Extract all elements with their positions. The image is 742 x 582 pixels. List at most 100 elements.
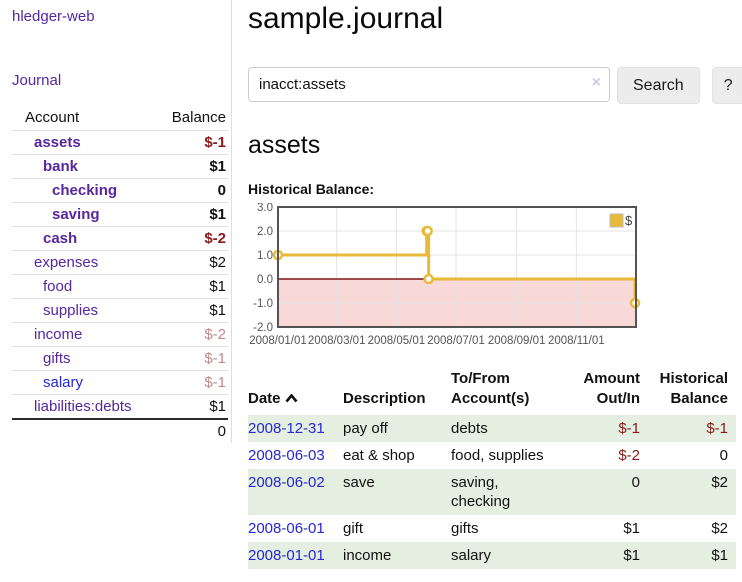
- register-table: Date Description To/From Account(s) Amou…: [248, 367, 736, 569]
- accounts-total-balance: 0: [158, 418, 228, 443]
- svg-text:3.0: 3.0: [257, 203, 273, 214]
- transaction-accounts: food, supplies: [451, 447, 544, 464]
- account-row: gifts $-1: [12, 346, 228, 371]
- transaction-accounts: saving, checking: [451, 474, 511, 510]
- sidebar-account-link[interactable]: assets: [34, 134, 81, 151]
- transaction-date-link[interactable]: 2008-12-31: [248, 420, 325, 437]
- transaction-balance: $2: [711, 520, 728, 537]
- sort-ascending-icon: [285, 389, 298, 409]
- svg-text:2008/03/01: 2008/03/01: [308, 335, 366, 347]
- register-header-balance: Historical Balance: [659, 370, 728, 407]
- register-row: 2008-01-01 income salary $1 $1: [248, 542, 736, 569]
- account-balance: $1: [158, 274, 228, 299]
- register-row: 2008-12-31 pay off debts $-1 $-1: [248, 415, 736, 442]
- transaction-date-link[interactable]: 2008-06-02: [248, 474, 325, 491]
- search-button[interactable]: Search: [617, 67, 700, 104]
- transaction-description: eat & shop: [343, 447, 415, 464]
- register-header-date[interactable]: Date: [248, 367, 343, 415]
- account-row: food $1: [12, 274, 228, 299]
- sidebar-account-link[interactable]: checking: [52, 182, 118, 199]
- sidebar-account-link[interactable]: expenses: [34, 254, 99, 271]
- transaction-accounts: salary: [451, 547, 492, 564]
- transaction-description: pay off: [343, 420, 388, 437]
- register-row: 2008-06-01 gift gifts $1 $2: [248, 515, 736, 542]
- accounts-total-row: 0: [12, 418, 228, 443]
- transaction-balance: $1: [711, 547, 728, 564]
- account-row: income $-2: [12, 322, 228, 347]
- account-row: liabilities:debts $1: [12, 394, 228, 419]
- account-balance: 0: [158, 178, 228, 203]
- account-row: bank $1: [12, 154, 228, 179]
- transaction-amount: 0: [631, 474, 640, 491]
- register-header-description: Description: [343, 390, 426, 407]
- app-root: hledger-web Journal Account Balance asse…: [0, 0, 742, 569]
- transaction-amount: $1: [623, 547, 640, 564]
- svg-text:-2.0: -2.0: [253, 322, 273, 334]
- transaction-amount: $1: [623, 520, 640, 537]
- account-balance: $1: [158, 154, 228, 179]
- account-balance: $-2: [158, 322, 228, 347]
- svg-text:2008/05/01: 2008/05/01: [368, 335, 426, 347]
- account-balance: $-1: [158, 370, 228, 395]
- register-row: 2008-06-03 eat & shop food, supplies $-2 0: [248, 442, 736, 469]
- svg-text:0.0: 0.0: [257, 274, 273, 286]
- transaction-balance: $2: [711, 474, 728, 491]
- svg-text:2008/07/01: 2008/07/01: [427, 335, 485, 347]
- svg-text:2.0: 2.0: [257, 226, 273, 238]
- accounts-header-account: Account: [25, 109, 80, 126]
- transaction-date-link[interactable]: 2008-01-01: [248, 547, 325, 564]
- svg-text:-1.0: -1.0: [253, 298, 273, 310]
- transaction-description: save: [343, 474, 375, 491]
- account-balance: $-1: [158, 346, 228, 371]
- svg-text:2008/09/01: 2008/09/01: [488, 335, 546, 347]
- sidebar-account-link[interactable]: salary: [43, 374, 84, 391]
- sidebar-account-link[interactable]: gifts: [43, 350, 71, 367]
- account-row: cash $-2: [12, 226, 228, 251]
- chart-title: Historical Balance:: [248, 181, 375, 197]
- transaction-balance: 0: [719, 447, 728, 464]
- register-header-amount: Amount Out/In: [583, 370, 640, 407]
- svg-text:1.0: 1.0: [257, 250, 273, 262]
- register-header-accounts: To/From Account(s): [451, 370, 530, 407]
- transaction-date-link[interactable]: 2008-06-01: [248, 520, 325, 537]
- account-balance: $1: [158, 298, 228, 323]
- transaction-description: gift: [343, 520, 364, 537]
- sidebar-item-journal[interactable]: Journal: [12, 72, 62, 89]
- register-header-date-label: Date: [248, 390, 281, 407]
- account-balance: $-1: [158, 130, 228, 155]
- account-row: assets $-1: [12, 130, 228, 155]
- accounts-header-row: Account Balance: [12, 106, 228, 131]
- account-row: saving $1: [12, 202, 228, 227]
- transaction-description: income: [343, 547, 392, 564]
- app-title-link[interactable]: hledger-web: [12, 8, 95, 25]
- accounts-header-balance: Balance: [171, 109, 226, 126]
- account-row: checking 0: [12, 178, 228, 203]
- account-balance: $1: [158, 202, 228, 227]
- account-row: salary $-1: [12, 370, 228, 395]
- transaction-amount: $-1: [618, 420, 640, 437]
- sidebar: hledger-web Journal Account Balance asse…: [0, 0, 232, 443]
- register-row: 2008-06-02 save saving, checking 0 $2: [248, 469, 736, 515]
- sidebar-account-link[interactable]: bank: [43, 158, 79, 175]
- search-form: × Search ?: [248, 67, 742, 104]
- transaction-accounts: gifts: [451, 520, 479, 537]
- sidebar-account-link[interactable]: income: [34, 326, 83, 343]
- sidebar-account-link[interactable]: liabilities:debts: [34, 398, 132, 415]
- search-box: ×: [248, 67, 610, 104]
- sidebar-account-link[interactable]: saving: [52, 206, 100, 223]
- sidebar-account-link[interactable]: cash: [43, 230, 78, 247]
- svg-text:$: $: [625, 213, 633, 228]
- account-row: expenses $2: [12, 250, 228, 275]
- account-balance: $1: [158, 394, 228, 419]
- account-balance: $2: [158, 250, 228, 275]
- transaction-date-link[interactable]: 2008-06-03: [248, 447, 325, 464]
- search-input[interactable]: [248, 67, 610, 102]
- transaction-amount: $-2: [618, 447, 640, 464]
- clear-search-icon[interactable]: ×: [591, 74, 601, 91]
- svg-text:2008/11/01: 2008/11/01: [548, 335, 605, 347]
- sidebar-account-link[interactable]: supplies: [43, 302, 99, 319]
- help-button[interactable]: ?: [711, 67, 742, 104]
- sidebar-account-link[interactable]: food: [43, 278, 73, 295]
- accounts-table: Account Balance assets $-1 bank $1 checking 0…: [12, 106, 228, 443]
